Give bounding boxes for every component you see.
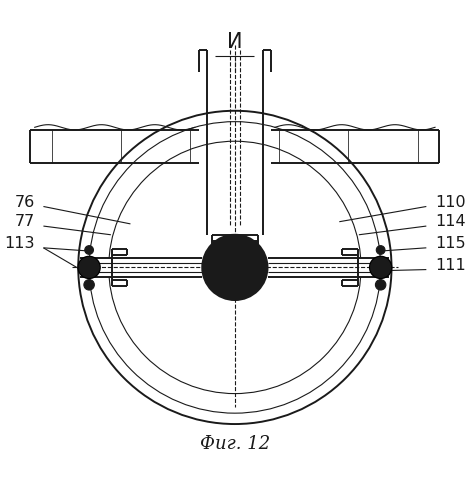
Circle shape xyxy=(376,246,385,254)
Circle shape xyxy=(202,235,267,300)
Circle shape xyxy=(371,258,390,277)
Circle shape xyxy=(376,280,386,290)
Text: Фиг. 12: Фиг. 12 xyxy=(200,434,270,452)
Circle shape xyxy=(211,244,259,292)
Circle shape xyxy=(369,256,392,279)
Text: 77: 77 xyxy=(15,214,35,229)
Circle shape xyxy=(85,246,94,254)
Circle shape xyxy=(227,260,243,275)
Text: 110: 110 xyxy=(435,194,466,210)
Circle shape xyxy=(78,256,101,279)
Bar xyxy=(80,258,389,277)
Text: И: И xyxy=(227,32,243,52)
Text: 115: 115 xyxy=(435,236,466,251)
Text: 114: 114 xyxy=(435,214,466,229)
Circle shape xyxy=(219,251,251,284)
Text: 113: 113 xyxy=(4,236,35,251)
Text: 76: 76 xyxy=(15,194,35,210)
Circle shape xyxy=(79,258,99,277)
Circle shape xyxy=(84,280,94,290)
Text: 111: 111 xyxy=(435,258,466,272)
